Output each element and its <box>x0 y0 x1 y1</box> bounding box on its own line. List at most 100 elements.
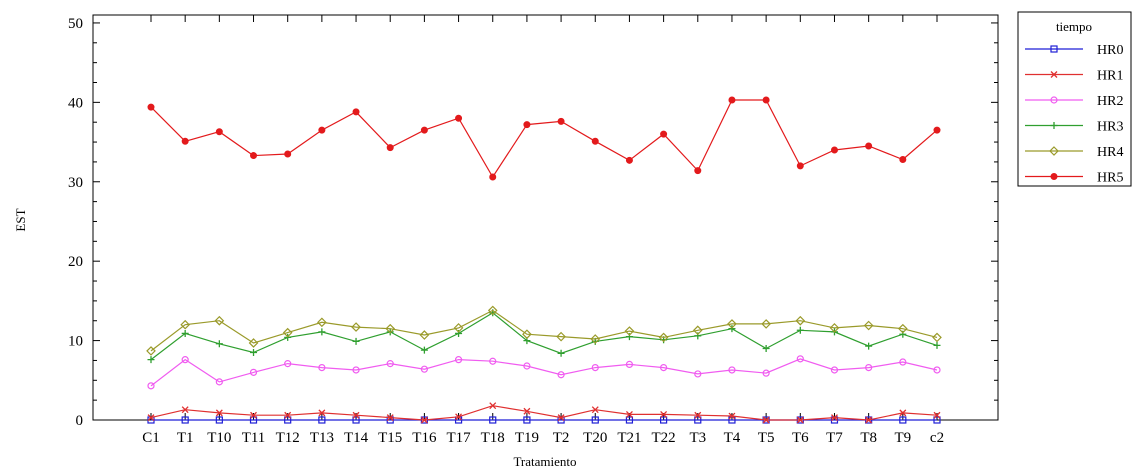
data-point <box>830 146 838 154</box>
series-hr1 <box>147 402 941 424</box>
data-point <box>932 332 942 343</box>
series-line <box>150 358 938 387</box>
data-point <box>863 320 874 331</box>
data-point <box>351 322 361 332</box>
legend-entries: HR0 HR1 HR2 HR3 HR4 HR5 <box>1025 43 1123 186</box>
x-tick-label: T11 <box>242 430 266 446</box>
data-point <box>796 326 804 334</box>
legend-entry: HR4 <box>1025 145 1123 160</box>
data-point <box>523 121 531 129</box>
data-point <box>694 416 702 424</box>
data-point <box>590 334 601 344</box>
x-tick-label: T2 <box>553 430 570 446</box>
data-point <box>830 366 839 374</box>
legend-label: HR5 <box>1097 171 1123 186</box>
data-point <box>250 411 257 419</box>
data-point <box>455 114 463 122</box>
data-point <box>386 414 394 422</box>
data-point <box>317 317 327 328</box>
data-point <box>386 360 394 368</box>
data-point <box>352 366 360 374</box>
data-point <box>899 330 907 338</box>
x-tick-label: T14 <box>344 430 369 446</box>
data-point <box>624 326 635 336</box>
x-axis: C1 T1 T10 T11 T12 T13 T14 T15 T16 T17 T18 T19 T2 T20 T… <box>142 15 944 446</box>
data-point <box>318 328 326 336</box>
legend-frame <box>1017 11 1132 187</box>
data-point <box>455 413 463 421</box>
data-point <box>249 368 258 376</box>
data-point <box>933 416 941 424</box>
data-point <box>761 319 771 329</box>
data-point <box>865 416 873 424</box>
x-tick-label: T20 <box>583 430 607 446</box>
data-point <box>420 416 428 424</box>
data-point <box>352 416 360 424</box>
data-point <box>694 167 702 175</box>
data-point <box>181 137 189 145</box>
data-point <box>865 363 873 372</box>
data-point <box>215 340 223 348</box>
data-point <box>694 370 702 378</box>
data-point <box>591 137 599 145</box>
x-tick-label: T6 <box>792 430 809 446</box>
series-hr0 <box>147 416 941 424</box>
legend-label: HR4 <box>1097 145 1123 160</box>
data-point <box>660 416 668 424</box>
data-point <box>419 330 430 340</box>
data-point <box>660 363 668 372</box>
data-point <box>147 414 155 422</box>
data-point <box>146 346 156 356</box>
legend-label: HR0 <box>1097 43 1123 58</box>
data-point <box>625 333 633 341</box>
data-point <box>728 96 736 104</box>
data-point <box>282 327 293 338</box>
series-layer <box>146 96 942 424</box>
data-point <box>728 366 736 374</box>
data-point <box>352 108 360 116</box>
legend-entry: HR0 <box>1025 43 1123 58</box>
data-point <box>692 325 703 336</box>
series-hr2 <box>147 355 941 390</box>
data-point <box>899 409 907 417</box>
data-point <box>250 152 258 160</box>
data-point <box>727 319 737 329</box>
data-point <box>523 362 531 370</box>
data-point <box>933 366 941 374</box>
series-hr5 <box>147 96 941 181</box>
data-point <box>489 416 497 424</box>
y-tick-label: 0 <box>76 413 84 429</box>
data-point <box>215 409 223 417</box>
data-point <box>557 371 565 379</box>
legend: tiempo HR0 HR1 HR2 HR3 HR4 HR5 <box>1017 11 1132 187</box>
data-point <box>181 406 189 414</box>
x-tick-label: T12 <box>276 430 300 446</box>
data-point <box>660 410 668 418</box>
series-line <box>150 312 938 361</box>
x-tick-label: T21 <box>617 430 641 446</box>
data-point <box>762 369 770 377</box>
legend-label: HR2 <box>1097 94 1123 109</box>
data-point <box>214 315 225 326</box>
data-point <box>694 411 702 419</box>
legend-entry: HR1 <box>1025 69 1123 84</box>
data-point <box>489 173 497 181</box>
x-tick-label: c2 <box>930 430 944 446</box>
legend-entry: HR3 <box>1025 120 1123 135</box>
data-point <box>591 416 599 424</box>
data-point <box>694 332 702 340</box>
data-point <box>284 411 292 419</box>
data-point <box>728 416 736 424</box>
series-hr3 <box>147 309 941 364</box>
y-tick-label: 30 <box>68 175 83 191</box>
x-tick-label: T1 <box>177 430 194 446</box>
data-point <box>795 315 806 326</box>
y-axis: 0 10 20 30 40 50 <box>68 16 998 429</box>
x-tick-label: T17 <box>446 430 471 446</box>
data-point <box>557 349 565 357</box>
x-tick-label: T4 <box>724 430 741 446</box>
data-point <box>523 416 531 424</box>
series-line <box>150 405 938 421</box>
